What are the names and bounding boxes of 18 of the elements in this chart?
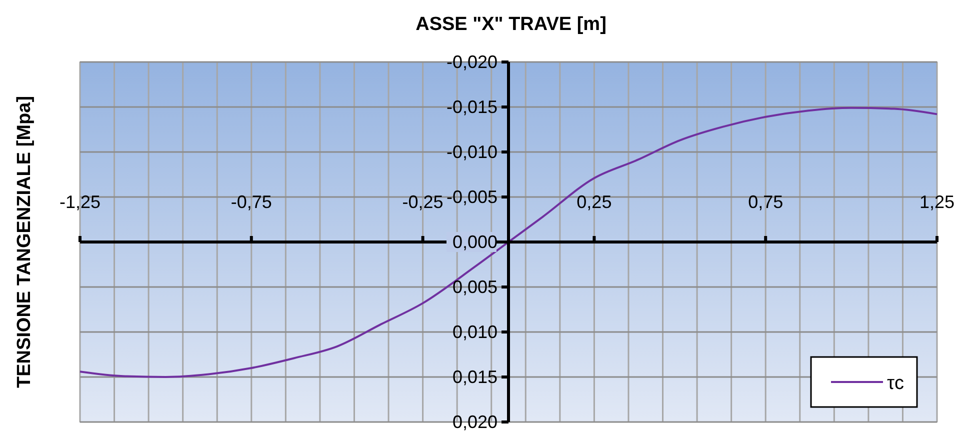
legend-label: τc	[887, 373, 904, 394]
x-tick-label: 1,25	[919, 192, 955, 212]
chart-title: ASSE "X" TRAVE [m]	[416, 14, 606, 35]
y-axis-title: TENSIONE TANGENZIALE [Mpa]	[14, 96, 35, 388]
y-tick-label: 0,020	[452, 412, 498, 432]
y-tick-label: -0,020	[446, 52, 498, 72]
y-tick-label: 0,005	[452, 277, 498, 297]
x-tick-label: -0,75	[230, 192, 272, 212]
x-tick-label: -0,25	[402, 192, 444, 212]
y-tick-label: -0,010	[446, 142, 498, 162]
y-tick-label: 0,015	[452, 367, 498, 387]
x-tick-label: 0,75	[748, 192, 784, 212]
x-tick-label: -1,25	[59, 192, 101, 212]
y-tick-label: -0,005	[446, 187, 498, 207]
y-tick-label: 0,010	[452, 322, 498, 342]
x-tick-label: 0,25	[576, 192, 612, 212]
y-tick-label: 0,000	[452, 232, 498, 252]
y-tick-label: -0,015	[446, 97, 498, 117]
